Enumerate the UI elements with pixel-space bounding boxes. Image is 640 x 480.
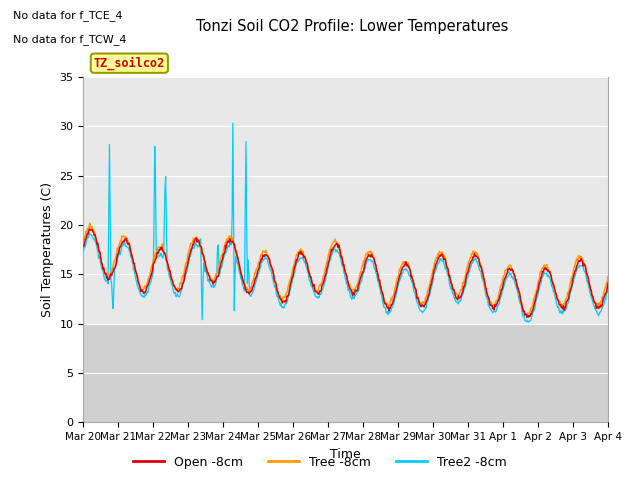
Text: No data for f_TCE_4: No data for f_TCE_4 (13, 10, 122, 21)
Text: Tonzi Soil CO2 Profile: Lower Temperatures: Tonzi Soil CO2 Profile: Lower Temperatur… (196, 19, 508, 34)
Bar (83, 136, 608, 324)
Y-axis label: Soil Temperatures (C): Soil Temperatures (C) (41, 182, 54, 317)
X-axis label: Time: Time (330, 448, 361, 461)
Bar (83, 77, 608, 136)
Legend: Open -8cm, Tree -8cm, Tree2 -8cm: Open -8cm, Tree -8cm, Tree2 -8cm (128, 451, 512, 474)
Text: TZ_soilco2: TZ_soilco2 (93, 57, 165, 70)
Bar (83, 324, 608, 422)
Text: No data for f_TCW_4: No data for f_TCW_4 (13, 34, 126, 45)
